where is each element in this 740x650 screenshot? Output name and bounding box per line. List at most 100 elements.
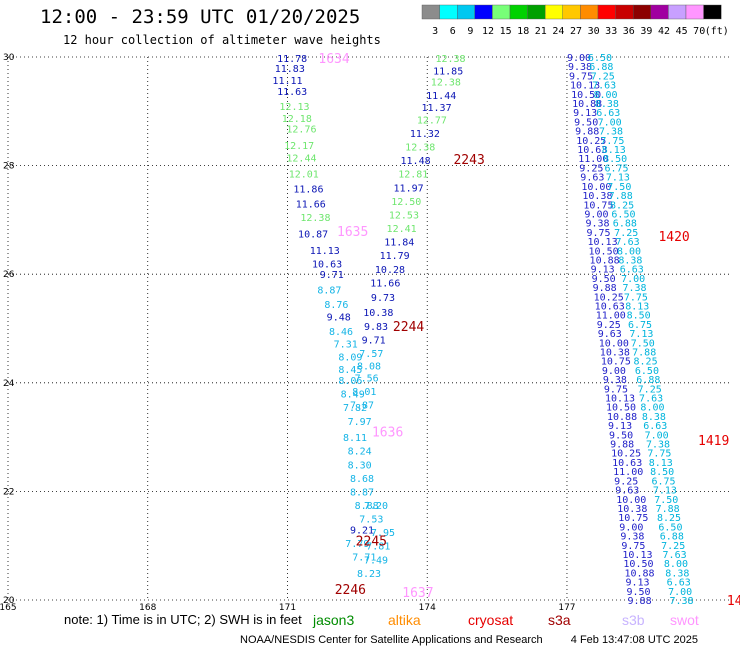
wave-height-value: 11.78: [277, 54, 307, 65]
dense-track-value: 6.50: [588, 53, 612, 64]
wave-height-value: 11.79: [380, 251, 410, 262]
dense-track-value: 7.13: [653, 486, 677, 497]
dense-track-value: 9.38: [620, 532, 644, 543]
track-label: 2245: [356, 534, 387, 549]
dense-track-value: 10.75: [583, 200, 613, 211]
chart-title: 12:00 - 23:59 UTC 01/20/2025: [40, 6, 361, 28]
dense-track-value: 6.50: [658, 522, 682, 533]
dense-track-value: 9.50: [626, 587, 650, 598]
dense-track-value: 10.38: [617, 504, 647, 515]
dense-track-value: 10.88: [607, 412, 637, 423]
dense-track-value: 8.38: [595, 99, 619, 110]
dense-track-value: 9.63: [598, 329, 622, 340]
wave-height-value: 9.21: [350, 525, 374, 536]
wave-height-value: 10.63: [312, 259, 342, 270]
dense-track-value: 7.88: [656, 504, 680, 515]
dense-track-value: 10.00: [616, 495, 646, 506]
dense-track-value: 7.00: [598, 117, 622, 128]
dense-track-value: 9.13: [608, 421, 632, 432]
track-label: 2243: [453, 153, 484, 168]
dense-track-value: 7.75: [600, 136, 624, 147]
dense-track-value: 7.38: [646, 440, 670, 451]
dense-track-value: 7.63: [592, 81, 616, 92]
wave-height-value: 11.85: [433, 67, 463, 78]
dense-track-value: 7.88: [632, 348, 656, 359]
dense-track-value: 10.50: [571, 90, 601, 101]
dense-track-value: 7.50: [654, 495, 678, 506]
dense-track-value: 9.13: [591, 265, 615, 276]
y-tick-label: 30: [3, 53, 15, 63]
dense-track-value: 9.63: [580, 173, 604, 184]
dense-track-value: 8.38: [665, 568, 689, 579]
wave-height-value: 9.73: [371, 293, 395, 304]
dense-track-value: 9.75: [604, 384, 628, 395]
dense-track-value: 8.25: [634, 357, 658, 368]
dense-track-value: 6.88: [613, 219, 637, 230]
wave-height-value: 12.76: [286, 125, 316, 136]
dense-track-value: 7.38: [622, 283, 646, 294]
x-tick-label: 168: [139, 603, 156, 613]
dense-track-value: 6.63: [620, 265, 644, 276]
dense-track-value: 7.63: [663, 550, 687, 561]
dense-track-value: 10.13: [570, 81, 600, 92]
wave-height-value: 8.49: [341, 390, 365, 401]
dense-track-value: 9.00: [602, 366, 626, 377]
wave-height-value: 11.37: [421, 103, 451, 114]
wave-height-value: 7.57: [359, 349, 383, 360]
dense-track-value: 10.00: [599, 338, 629, 349]
y-tick-label: 20: [3, 596, 15, 606]
wave-height-value: 7.49: [364, 555, 388, 566]
dense-track-value: 9.25: [597, 320, 621, 331]
dense-track-value: 9.13: [625, 578, 649, 589]
x-tick-label: 174: [419, 603, 436, 613]
colorbar-label: 6: [450, 26, 456, 37]
wave-height-value: 9.83: [364, 322, 388, 333]
colorbar-label: (ft): [705, 26, 729, 37]
wave-height-value: 8.45: [338, 365, 362, 376]
wave-height-value: 7.56: [355, 373, 379, 384]
dense-track-value: 8.25: [610, 200, 634, 211]
wave-height-value: 9.71: [320, 270, 344, 281]
wave-height-value: 12.13: [279, 102, 309, 113]
wave-height-value: 11.13: [310, 246, 340, 257]
wave-height-value: 12.01: [289, 170, 319, 181]
dense-track-value: 8.50: [650, 467, 674, 478]
wave-height-value: 8.01: [352, 387, 376, 398]
wave-height-value: 11.97: [394, 183, 424, 194]
dense-track-value: 7.50: [631, 338, 655, 349]
dense-track-value: 9.75: [569, 71, 593, 82]
wave-height-value: 7.95: [371, 528, 395, 539]
dense-track-value: 7.13: [606, 173, 630, 184]
x-tick-label: 177: [558, 603, 575, 613]
satellite-jason3: jason3: [313, 612, 355, 628]
dense-track-value: 6.63: [643, 421, 667, 432]
wave-height-value: 10.87: [298, 229, 328, 240]
wave-height-value: 11.84: [384, 238, 414, 249]
wave-height-value: 11.32: [410, 129, 440, 140]
colorbar-label: 3: [432, 26, 438, 37]
wave-height-value: 8.68: [350, 474, 374, 485]
dense-track-value: 10.13: [622, 550, 652, 561]
dense-track-value: 10.25: [576, 136, 606, 147]
track-label: 2244: [393, 320, 424, 335]
dense-track-value: 9.63: [615, 486, 639, 497]
dense-track-value: 10.00: [581, 182, 611, 193]
wave-height-value: 8.46: [329, 327, 353, 338]
dense-track-value: 10.75: [601, 357, 631, 368]
x-tick-label: 165: [0, 603, 17, 613]
dense-track-value: 7.00: [668, 587, 692, 598]
dense-track-value: 6.75: [628, 320, 652, 331]
dense-track-value: 9.50: [574, 117, 598, 128]
wave-height-value: 8.30: [348, 460, 372, 471]
wave-height-value: 11.83: [275, 64, 305, 75]
wave-height-value: 12.81: [398, 170, 428, 181]
dense-track-value: 10.25: [594, 292, 624, 303]
dense-track-value: 6.75: [651, 476, 675, 487]
colorbar-label: 30: [588, 26, 600, 37]
dense-track-value: 9.25: [614, 476, 638, 487]
colorbar: 3 6 9 12 15 18 21 24 27 30 33 36 39 42 45 70 (ft): [421, 4, 729, 37]
track-label: 1419: [698, 434, 729, 449]
wave-height-value: 9.48: [327, 313, 351, 324]
wave-height-value: 12.38: [300, 213, 330, 224]
wave-height-value: 7.82: [343, 403, 367, 414]
